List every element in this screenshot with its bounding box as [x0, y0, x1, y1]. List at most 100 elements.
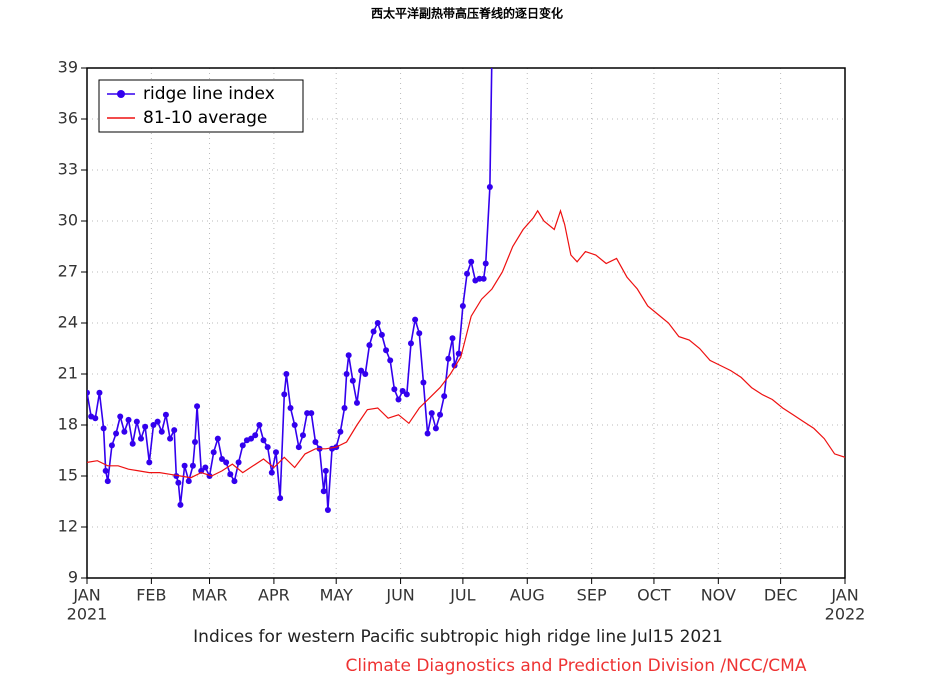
data-point — [374, 320, 381, 326]
data-point — [387, 357, 394, 364]
data-point — [260, 437, 267, 444]
data-point — [162, 411, 169, 418]
data-point — [378, 331, 385, 338]
y-tick-label: 39 — [58, 58, 78, 77]
y-tick-label: 18 — [58, 415, 78, 434]
data-point — [154, 418, 161, 425]
data-point — [239, 442, 246, 449]
x-tick-label: JUL — [449, 586, 475, 605]
data-point — [194, 403, 201, 410]
data-point — [370, 328, 377, 335]
data-point — [142, 423, 149, 430]
data-point — [455, 350, 462, 357]
data-point — [171, 427, 178, 434]
data-point — [441, 393, 448, 400]
data-point — [191, 439, 198, 445]
plot-area — [87, 48, 845, 513]
data-point — [283, 371, 290, 377]
x-tick-label: MAY — [320, 586, 354, 605]
data-point — [129, 440, 136, 447]
data-point — [100, 425, 107, 432]
data-point — [189, 462, 196, 469]
data-point — [399, 388, 406, 394]
data-point — [181, 462, 188, 469]
x-tick-label: DEC — [764, 586, 798, 605]
data-point — [223, 459, 230, 466]
data-point — [420, 379, 427, 386]
x-tick-label: SEP — [577, 586, 607, 605]
data-point — [121, 428, 128, 435]
data-point — [482, 260, 489, 267]
data-point — [252, 432, 259, 439]
data-point — [92, 415, 99, 422]
data-point — [308, 410, 315, 417]
data-point — [437, 411, 444, 418]
data-point — [177, 501, 184, 508]
series-line — [87, 208, 845, 479]
data-point — [268, 469, 275, 476]
data-point — [150, 422, 157, 428]
data-point — [198, 467, 205, 474]
data-point — [412, 316, 419, 323]
data-point — [395, 396, 402, 403]
data-point — [312, 439, 319, 445]
data-point — [468, 258, 475, 265]
x-tick-label: FEB — [136, 586, 166, 605]
data-point — [445, 355, 452, 362]
data-point — [349, 377, 356, 384]
data-point — [324, 507, 331, 513]
data-point — [125, 416, 132, 423]
data-point — [449, 335, 456, 342]
data-point — [322, 467, 329, 474]
data-point — [432, 425, 439, 432]
data-point — [337, 428, 344, 435]
x-axis-label: Indices for western Pacific subtropic hi… — [193, 627, 723, 647]
legend-marker — [117, 90, 125, 98]
data-point — [227, 471, 234, 478]
data-point — [146, 459, 153, 466]
x-tick-label: JUN — [385, 586, 414, 605]
data-point — [341, 405, 348, 411]
data-point — [416, 330, 423, 337]
y-tick-label: 24 — [58, 313, 78, 332]
data-point — [96, 389, 103, 396]
data-point — [391, 386, 398, 393]
data-point — [480, 275, 487, 282]
data-point — [486, 184, 493, 190]
y-tick-label: 27 — [58, 262, 78, 281]
credit: Climate Diagnostics and Prediction Divis… — [346, 656, 807, 676]
data-point — [358, 367, 365, 374]
data-point — [343, 371, 350, 377]
data-point — [175, 479, 182, 486]
data-point — [304, 410, 311, 417]
data-point — [362, 371, 369, 377]
data-point — [87, 389, 90, 396]
data-point — [264, 444, 271, 451]
data-point — [277, 495, 284, 502]
data-point — [353, 399, 360, 406]
y-tick-label: 30 — [58, 211, 78, 230]
x-tick-year: 2022 — [825, 605, 866, 624]
data-point — [108, 442, 115, 449]
data-point — [102, 467, 109, 474]
data-point — [428, 410, 435, 417]
data-point — [403, 391, 410, 398]
data-point — [133, 418, 140, 425]
data-point — [287, 405, 294, 411]
data-point — [167, 435, 174, 442]
data-point — [137, 435, 144, 442]
data-point — [281, 391, 288, 398]
y-tick-label: 12 — [58, 517, 78, 536]
data-point — [407, 340, 414, 347]
data-point — [295, 444, 302, 451]
y-tick-label: 15 — [58, 466, 78, 485]
data-point — [202, 464, 209, 471]
data-point — [489, 48, 495, 54]
data-point — [424, 430, 431, 437]
data-point — [299, 432, 306, 439]
data-point — [104, 478, 111, 485]
data-point — [291, 422, 298, 428]
x-tick-label: OCT — [637, 586, 671, 605]
y-tick-label: 36 — [58, 109, 78, 128]
